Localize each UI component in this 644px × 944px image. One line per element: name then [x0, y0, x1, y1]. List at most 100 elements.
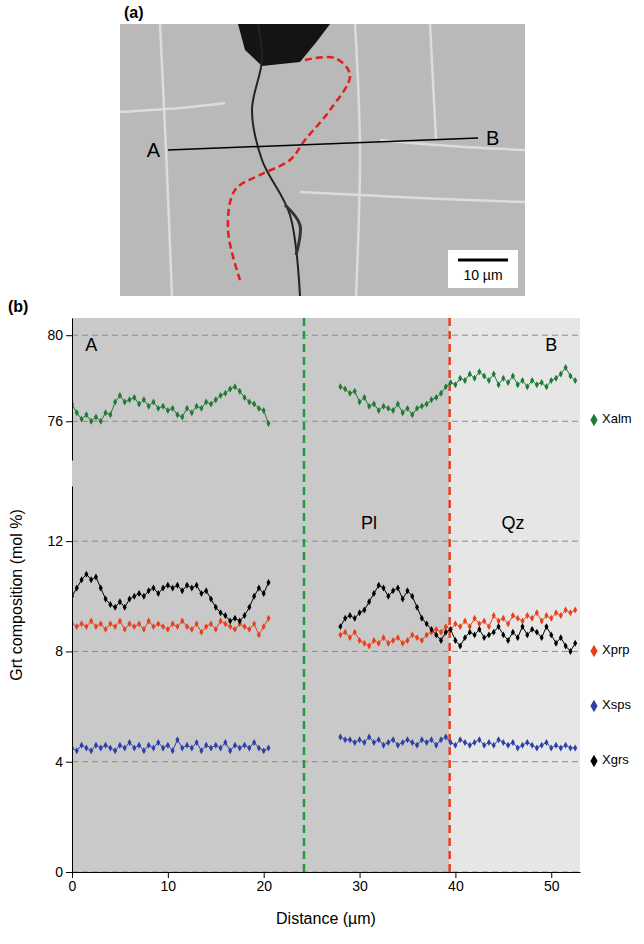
data-point: [458, 375, 462, 382]
data-point: [453, 620, 457, 627]
tick-mark: [66, 541, 72, 542]
data-point: [190, 585, 194, 592]
data-point: [482, 742, 486, 749]
data-point: [520, 623, 524, 630]
data-point: [175, 411, 179, 418]
data-point: [554, 742, 558, 749]
data-point: [564, 642, 568, 649]
data-point: [544, 383, 548, 390]
data-point: [410, 739, 414, 746]
data-point: [118, 742, 122, 749]
data-point: [338, 631, 342, 638]
annotation: Pl: [361, 513, 377, 533]
tick: 0: [69, 872, 77, 894]
data-point: [223, 390, 227, 397]
data-point: [84, 623, 88, 630]
data-point: [243, 394, 247, 401]
data-point: [166, 582, 170, 589]
data-point: [429, 396, 433, 403]
data-point: [506, 637, 510, 644]
axis-line: [73, 872, 581, 873]
data-point: [444, 383, 448, 390]
grid-line: [72, 872, 580, 873]
data-point: [123, 398, 127, 405]
data-point: [420, 403, 424, 410]
data-point: [540, 379, 544, 386]
data-point: [492, 612, 496, 619]
data-point: [554, 609, 558, 616]
data-point: [434, 631, 438, 638]
data-point: [449, 626, 453, 633]
data-point: [156, 405, 160, 412]
data-point: [381, 634, 385, 641]
data-point: [204, 398, 208, 405]
data-point: [358, 637, 362, 644]
data-point: [362, 640, 366, 647]
data-point: [185, 623, 189, 630]
data-point: [171, 585, 175, 592]
data-point: [199, 629, 203, 636]
annotation: Qz: [501, 513, 524, 533]
data-point: [132, 394, 136, 401]
data-point: [573, 607, 577, 614]
tick-label: 76: [47, 413, 63, 429]
data-point: [238, 388, 242, 395]
data-point: [497, 736, 501, 743]
x-axis: 01020304050: [69, 872, 581, 894]
data-point: [104, 596, 108, 603]
data-point: [123, 604, 127, 611]
data-point: [104, 626, 108, 633]
data-point: [511, 612, 515, 619]
data-point: [209, 596, 213, 603]
data-point: [434, 742, 438, 749]
data-point: [209, 401, 213, 408]
data-point: [247, 626, 251, 633]
data-point: [410, 631, 414, 638]
data-point: [386, 739, 390, 746]
data-point: [84, 571, 88, 578]
data-point: [391, 736, 395, 743]
data-point: [358, 398, 362, 405]
data-point: [219, 744, 223, 751]
data-point: [185, 742, 189, 749]
data-point: [94, 623, 98, 630]
data-point: [104, 409, 108, 416]
micrograph: [120, 24, 525, 296]
data-point: [559, 634, 563, 641]
scale-bar-background: [448, 250, 518, 288]
data-point: [401, 409, 405, 416]
data-point: [142, 747, 146, 754]
data-point: [396, 742, 400, 749]
tick-mark: [66, 872, 72, 873]
legend: XprpXspsXgrs: [590, 642, 631, 767]
tick: 12: [47, 533, 72, 549]
data-point: [266, 579, 270, 586]
data-point: [511, 373, 515, 380]
data-point: [362, 607, 366, 614]
data-point: [410, 593, 414, 600]
data-point: [180, 618, 184, 625]
data-point: [405, 637, 409, 644]
data-point: [219, 392, 223, 399]
data-point: [252, 739, 256, 746]
data-point: [362, 739, 366, 746]
data-point: [118, 598, 122, 605]
data-point: [453, 637, 457, 644]
data-point: [482, 373, 486, 380]
y-axis: 7680: [47, 319, 72, 461]
profile-end-label: B: [486, 127, 499, 149]
grain-boundary: [300, 192, 525, 202]
data-point: [214, 604, 218, 611]
phase-region: [72, 318, 450, 872]
data-point: [166, 626, 170, 633]
data-point: [463, 739, 467, 746]
data-point: [233, 383, 237, 390]
data-point: [511, 739, 515, 746]
data-point: [463, 377, 467, 384]
data-point: [137, 590, 141, 597]
data-point: [415, 742, 419, 749]
data-point: [492, 742, 496, 749]
data-point: [525, 612, 529, 619]
data-point: [381, 403, 385, 410]
data-point: [535, 744, 539, 751]
